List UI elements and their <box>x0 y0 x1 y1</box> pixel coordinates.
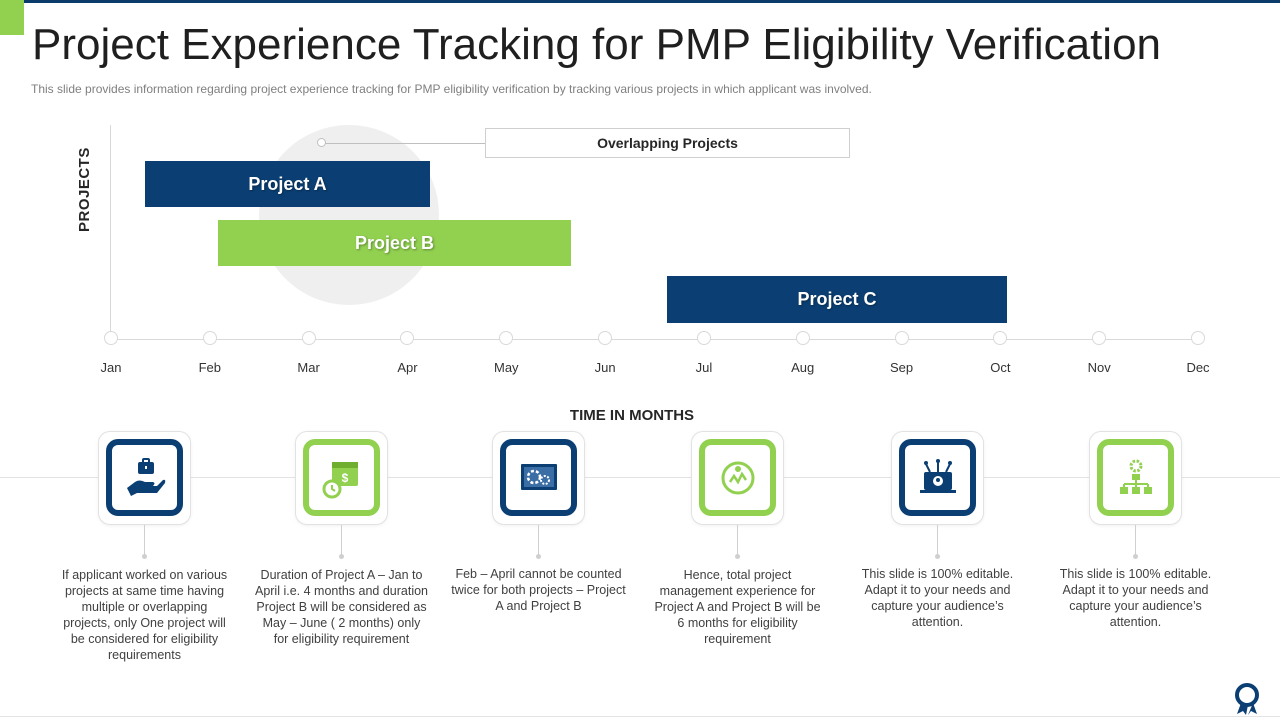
timeline-tick-may <box>499 331 514 345</box>
card-1 <box>98 431 191 525</box>
timeline-tick-mar <box>301 331 316 345</box>
card-3 <box>492 431 585 525</box>
month-label-aug: Aug <box>791 360 815 375</box>
timeline-tick-jun <box>598 331 613 345</box>
month-label-sep: Sep <box>889 360 914 375</box>
card-1-description: If applicant worked on various projects … <box>61 568 228 662</box>
card-6-description: This slide is 100% editable. Adapt it to… <box>1059 567 1212 629</box>
timeline-tick-apr <box>400 331 415 345</box>
card-4 <box>691 431 784 525</box>
brand-logo-icon <box>1235 683 1259 715</box>
timeline-tick-sep <box>894 331 909 345</box>
month-label-feb: Feb <box>198 360 222 375</box>
card-6-stem <box>1133 525 1138 559</box>
overlapping-projects-label: Overlapping Projects <box>485 128 850 158</box>
page-subtitle: This slide provides information regardin… <box>31 82 872 96</box>
bar-project-a: Project A <box>145 161 430 207</box>
gears-screen-icon <box>520 463 557 490</box>
card-3-description: Feb – April cannot be counted twice for … <box>451 567 626 613</box>
overlap-connector-line <box>325 143 485 144</box>
timeline-tick-aug <box>795 331 810 345</box>
card-6 <box>1089 431 1182 525</box>
y-axis-line <box>110 125 111 338</box>
month-label-oct: Oct <box>990 360 1011 375</box>
timeline-axis <box>111 339 1198 340</box>
month-label-may: May <box>493 360 519 375</box>
timeline-tick-dec <box>1191 331 1205 345</box>
month-label-jul: Jul <box>695 360 713 375</box>
month-label-apr: Apr <box>397 360 418 375</box>
top-rule <box>0 0 1280 3</box>
corner-accent <box>0 0 24 35</box>
x-axis-label: TIME IN MONTHS <box>569 407 695 424</box>
experience-hands-icon <box>721 461 754 494</box>
card-3-stem <box>536 525 541 559</box>
network-laptop-icon <box>919 458 956 493</box>
card-5-description: This slide is 100% editable. Adapt it to… <box>861 567 1014 629</box>
timeline-tick-jan <box>104 331 118 345</box>
svg-text:$: $ <box>341 471 348 485</box>
cards-divider-line <box>0 477 1280 478</box>
bottom-rule <box>0 716 1280 717</box>
bar-project-c: Project C <box>667 276 1007 323</box>
month-label-nov: Nov <box>1087 360 1111 375</box>
overlap-connector-dot <box>317 138 326 147</box>
org-chart-gear-icon <box>1119 459 1152 494</box>
y-axis-label: PROJECTS <box>76 147 93 232</box>
card-2-stem <box>339 525 344 559</box>
bar-project-b: Project B <box>218 220 571 266</box>
timeline-tick-nov <box>1092 331 1107 345</box>
card-5 <box>891 431 984 525</box>
month-label-dec: Dec <box>1186 360 1210 375</box>
calendar-dollar-icon: $ <box>322 461 358 498</box>
chart-background-circle <box>259 125 439 305</box>
card-2-description: Duration of Project A – Jan to April i.e… <box>254 568 429 646</box>
timeline-tick-jul <box>696 331 711 345</box>
timeline-tick-oct <box>993 331 1008 345</box>
page-title: Project Experience Tracking for PMP Elig… <box>32 20 1162 69</box>
card-5-stem <box>935 525 940 559</box>
hand-briefcase-icon <box>126 457 165 496</box>
card-4-stem <box>735 525 740 559</box>
card-1-stem <box>142 525 147 559</box>
card-2: $ <box>295 431 388 525</box>
month-label-jan: Jan <box>100 360 122 375</box>
timeline-tick-feb <box>202 331 217 345</box>
card-4-description: Hence, total project management experien… <box>654 568 821 646</box>
month-label-mar: Mar <box>297 360 320 375</box>
month-label-jun: Jun <box>594 360 616 375</box>
